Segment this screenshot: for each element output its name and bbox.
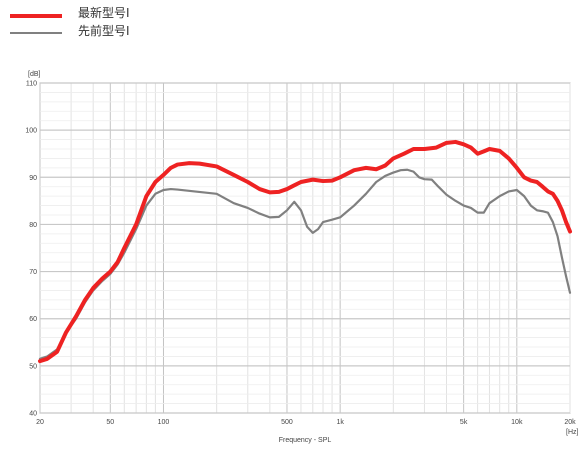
x-tick-label: 50: [106, 419, 114, 426]
series-line-previous: [38, 168, 572, 360]
grid: [39, 82, 571, 414]
y-tick-label: 80: [29, 222, 37, 229]
x-tick-label: 500: [281, 419, 293, 426]
x-tick-label: 100: [158, 419, 170, 426]
x-tick-label: 20: [36, 419, 44, 426]
y-tick-label: 70: [29, 269, 37, 276]
y-tick-label: 90: [29, 175, 37, 182]
y-tick-label: 50: [29, 363, 37, 370]
legend-label-latest: 最新型号I: [78, 6, 130, 20]
x-axis-unit-label: [Hz]: [566, 429, 579, 436]
x-tick-label: 10k: [511, 419, 523, 426]
x-tick-label: 1k: [336, 419, 344, 426]
y-axis-ticks: 40 50 60 70 80 90 100 110: [25, 81, 37, 418]
y-tick-label: 110: [26, 81, 37, 88]
series-line-latest: [38, 139, 572, 364]
x-axis-title: Frequency - SPL: [279, 437, 332, 444]
y-tick-label: 100: [25, 128, 37, 135]
y-tick-label: 60: [29, 316, 37, 323]
series-layer: [38, 139, 572, 364]
x-tick-label: 20k: [564, 419, 576, 426]
legend-swatch-latest: [10, 14, 62, 18]
y-tick-label: 40: [29, 411, 37, 418]
legend-swatch-previous: [10, 32, 62, 34]
y-axis-unit-label: [dB]: [28, 71, 41, 78]
plot-background: [39, 82, 571, 414]
legend-label-previous: 先前型号I: [78, 24, 130, 38]
x-tick-label: 5k: [460, 419, 468, 426]
x-axis-ticks: 20 50 100 500 1k 5k 10k 20k: [36, 419, 576, 426]
